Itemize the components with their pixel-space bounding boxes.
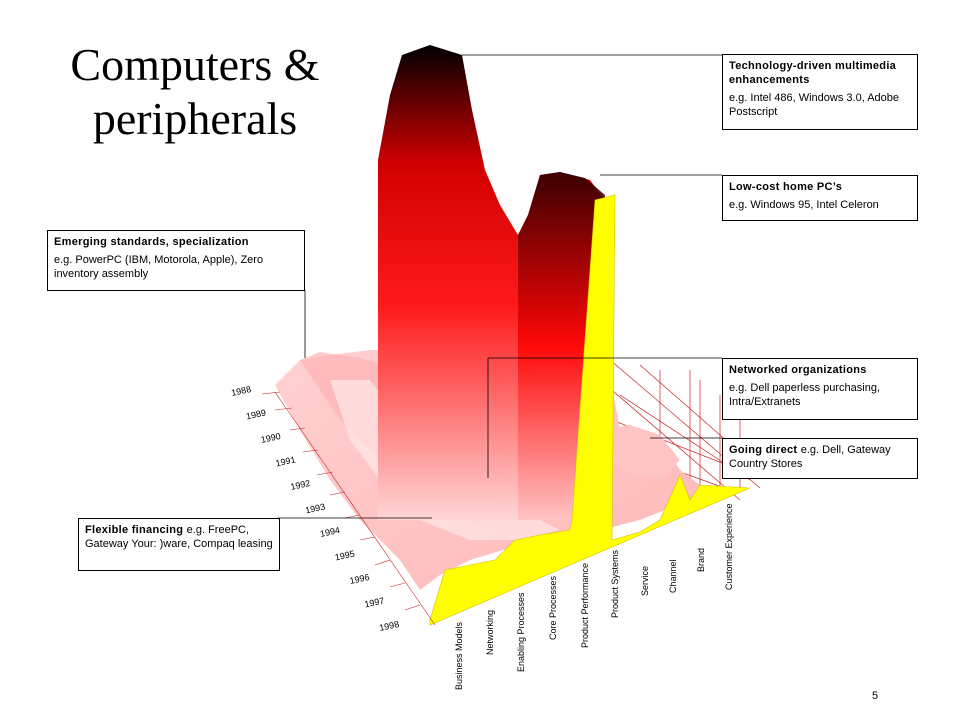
- category-tick-label: Service: [640, 566, 650, 596]
- category-tick-label: Core Processes: [548, 575, 558, 640]
- category-tick-label: Brand: [696, 548, 706, 572]
- category-tick-label: Enabling Processes: [516, 592, 526, 672]
- annotation-head: Emerging standards, specialization: [54, 236, 249, 248]
- category-tick-label: Networking: [485, 610, 495, 655]
- category-tick-label: Customer Experience: [724, 503, 734, 590]
- category-tick-label: Channel: [668, 559, 678, 593]
- annotation-head: Going direct: [729, 444, 801, 456]
- surface-front-face: [429, 194, 751, 626]
- annotation-low-cost: Low-cost home PC’s e.g. Windows 95, Inte…: [722, 175, 918, 221]
- year-tick-label: 1989: [245, 408, 267, 422]
- annotation-body: e.g. Dell paperless purchasing, Intra/Ex…: [729, 382, 881, 408]
- category-tick-label: Business Models: [454, 621, 464, 690]
- slide-title: Computers & peripherals: [70, 39, 320, 144]
- year-tick-label: 1990: [260, 431, 282, 445]
- annotation-going-direct: Going direct e.g. Dell, Gateway Country …: [722, 438, 918, 479]
- year-tick-label: 1992: [290, 478, 312, 492]
- category-tick-label: Product Performance: [580, 563, 590, 648]
- annotation-financing: Flexible financing e.g. FreePC, Gateway …: [78, 518, 280, 571]
- annotation-head: Technology-driven multimedia enhancement…: [729, 60, 897, 86]
- year-tick-label: 1988: [230, 384, 252, 398]
- annotation-body: e.g. FreePC, Gateway Your: )ware, Compaq…: [85, 524, 273, 550]
- surface-bump: [600, 425, 680, 480]
- annotation-networked: Networked organizations e.g. Dell paperl…: [722, 358, 918, 420]
- year-tick-label: 1996: [349, 572, 371, 586]
- annotation-head: Networked organizations: [729, 364, 867, 376]
- annotation-body: e.g. Intel 486, Windows 3.0, Adobe Posts…: [729, 92, 900, 118]
- category-axis: Business Models Networking Enabling Proces…: [454, 503, 734, 690]
- year-tick-label: 1994: [319, 525, 341, 539]
- category-tick-label: Product Systems: [610, 549, 620, 618]
- year-tick-label: 1991: [275, 455, 297, 469]
- year-axis: 1988 1989 1990 1991 1992 1993 1994 1995 1996 1997…: [230, 384, 400, 633]
- annotation-body: e.g. Dell, Gateway Country Stores: [729, 444, 891, 470]
- annotation-body: e.g. Windows 95, Intel Celeron: [729, 199, 879, 211]
- grid-left: [261, 391, 436, 626]
- annotation-head: Low-cost home PC’s: [729, 181, 843, 193]
- year-tick-label: 1998: [378, 619, 400, 633]
- annotation-technology: Technology-driven multimedia enhancement…: [722, 54, 918, 130]
- page-number: 5: [872, 690, 879, 702]
- year-tick-label: 1997: [364, 596, 386, 610]
- annotation-emerging: Emerging standards, specialization e.g. …: [47, 230, 305, 291]
- leader-lines: [278, 54, 722, 519]
- year-tick-label: 1995: [334, 549, 356, 563]
- year-tick-label: 1993: [304, 502, 326, 516]
- annotation-body: e.g. PowerPC (IBM, Motorola, Apple), Zer…: [54, 254, 264, 280]
- annotation-head: Flexible financing: [85, 524, 187, 536]
